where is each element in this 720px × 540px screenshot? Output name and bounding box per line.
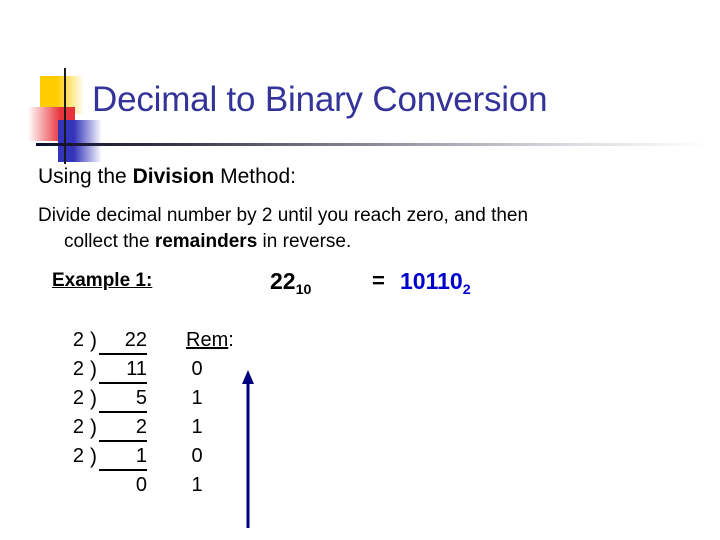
row-remainder: 1	[191, 416, 203, 438]
example-binary-result: 101102	[400, 268, 471, 298]
row-divisor: 2	[72, 387, 84, 409]
work-row: 2 ) 5 1	[58, 386, 318, 415]
row-divisor: 2	[72, 329, 84, 351]
work-row: 2 ) 11 0	[58, 357, 318, 386]
example-decimal-value: 2210	[270, 268, 312, 298]
remainder-header-text: Rem	[186, 329, 229, 351]
remainder-column-header: Rem:	[186, 329, 234, 352]
row-dividend: 1	[99, 445, 147, 471]
instruction-line-2-emphasis: remainders	[154, 231, 258, 252]
instruction-line-2: collect the remainders in reverse.	[38, 229, 678, 255]
instruction-line-2-suffix: in reverse.	[257, 231, 352, 252]
division-bracket-icon: )	[90, 329, 97, 352]
row-dividend: 2	[99, 416, 147, 442]
page-title: Decimal to Binary Conversion	[92, 80, 548, 119]
row-dividend: 0	[135, 474, 147, 496]
row-dividend: 11	[99, 358, 147, 384]
work-row: 2 ) 22 Rem:	[58, 328, 318, 357]
method-heading-prefix: Using the	[38, 165, 133, 188]
row-divisor: 2	[72, 416, 84, 438]
example-binary-digits: 10110	[400, 268, 463, 294]
division-bracket-icon: )	[90, 358, 97, 381]
instruction-line-2-prefix: collect the	[64, 231, 155, 252]
method-heading-emphasis: Division	[132, 165, 215, 188]
slide-logo-decoration	[28, 68, 110, 164]
row-remainder: 1	[191, 474, 203, 496]
work-row: 2 ) 1 0	[58, 444, 318, 473]
example-decimal-digits: 22	[270, 268, 296, 294]
example-label: Example 1:	[52, 270, 153, 291]
division-bracket-icon: )	[90, 387, 97, 410]
row-dividend: 22	[99, 329, 147, 355]
division-work-table: 2 ) 22 Rem: 2 ) 11 0 2 ) 5 1 2 ) 2 1 2 )…	[58, 328, 318, 502]
method-heading-suffix: Method:	[214, 165, 296, 188]
row-dividend: 5	[99, 387, 147, 413]
division-bracket-icon: )	[90, 416, 97, 439]
read-remainders-upward-arrow-icon	[242, 370, 254, 528]
work-row: 2 ) 2 1	[58, 415, 318, 444]
instruction-line-1: Divide decimal number by 2 until you rea…	[38, 205, 529, 226]
example-row: Example 1: 2210 = 101102	[52, 268, 672, 302]
instruction-paragraph: Divide decimal number by 2 until you rea…	[38, 203, 678, 255]
work-row: 0 1	[58, 473, 318, 502]
example-binary-subscript: 2	[462, 281, 471, 298]
row-remainder: 1	[191, 387, 203, 409]
division-bracket-icon: )	[90, 445, 97, 468]
remainder-header-colon: :	[228, 329, 234, 351]
row-divisor: 2	[72, 445, 84, 467]
example-decimal-subscript: 10	[295, 281, 312, 298]
logo-vertical-line	[64, 68, 66, 164]
example-equals-sign: =	[372, 268, 385, 293]
title-divider	[36, 143, 708, 146]
row-remainder: 0	[191, 445, 203, 467]
method-heading: Using the Division Method:	[38, 163, 296, 191]
row-divisor: 2	[72, 358, 84, 380]
row-remainder: 0	[191, 358, 203, 380]
